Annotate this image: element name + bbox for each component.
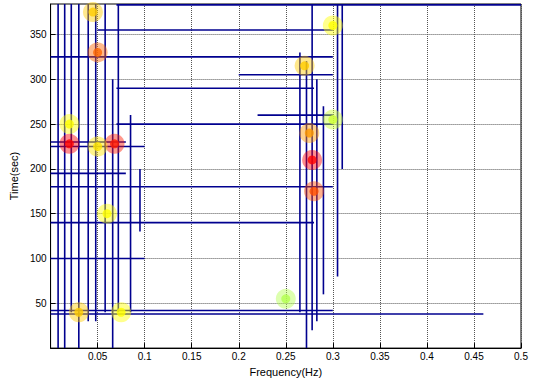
svg-text:0.25: 0.25 xyxy=(276,351,296,362)
svg-text:100: 100 xyxy=(30,253,47,264)
svg-text:0.5: 0.5 xyxy=(514,351,528,362)
svg-text:50: 50 xyxy=(35,298,47,309)
svg-text:Time(sec): Time(sec) xyxy=(8,152,20,200)
svg-text:150: 150 xyxy=(30,208,47,219)
svg-text:0.3: 0.3 xyxy=(326,351,340,362)
svg-text:Frequency(Hz): Frequency(Hz) xyxy=(249,366,322,378)
svg-text:0.4: 0.4 xyxy=(420,351,434,362)
svg-text:200: 200 xyxy=(30,163,47,174)
svg-text:0.35: 0.35 xyxy=(370,351,390,362)
svg-text:0.2: 0.2 xyxy=(232,351,246,362)
svg-text:300: 300 xyxy=(30,74,47,85)
svg-text:0.1: 0.1 xyxy=(138,351,152,362)
svg-text:0.15: 0.15 xyxy=(182,351,202,362)
svg-text:250: 250 xyxy=(30,119,47,130)
svg-text:0.45: 0.45 xyxy=(464,351,484,362)
svg-text:0.05: 0.05 xyxy=(88,351,108,362)
svg-text:350: 350 xyxy=(30,29,47,40)
